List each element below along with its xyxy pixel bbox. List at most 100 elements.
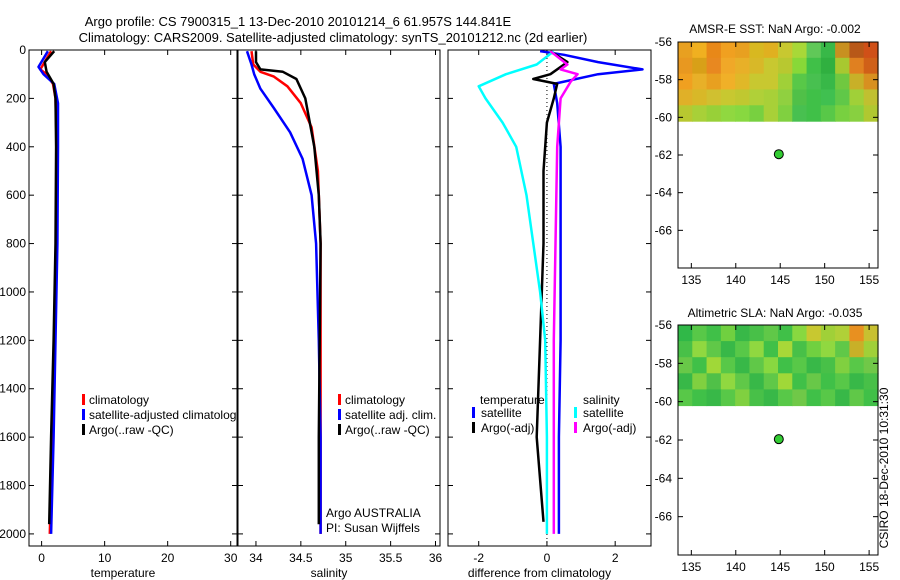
heatmap-cell xyxy=(678,389,693,407)
x-tick-label: 10 xyxy=(98,551,112,565)
heatmap-cell xyxy=(720,357,736,374)
heatmap-cell xyxy=(706,42,722,59)
heatmap-cell xyxy=(820,341,836,358)
heatmap-cell xyxy=(778,89,793,106)
heatmap-cell xyxy=(720,73,736,91)
heatmap-cell xyxy=(735,341,751,358)
heatmap-cell xyxy=(849,341,865,358)
x-axis-label: temperature xyxy=(91,566,156,580)
series-line xyxy=(532,50,569,522)
heatmap-cell xyxy=(678,89,693,106)
heatmap-cell xyxy=(720,89,736,106)
heatmap-cell xyxy=(792,105,808,122)
heatmap-cell xyxy=(863,341,879,358)
heatmap-cell xyxy=(720,389,736,407)
heatmap-cell xyxy=(835,42,851,59)
heatmap-cell xyxy=(763,73,779,91)
heatmap-cell xyxy=(678,57,693,75)
heatmap-cell xyxy=(820,373,836,390)
heatmap-cell xyxy=(806,389,822,407)
heatmap-cell xyxy=(778,373,793,390)
salinity-panel: 34 34.5 35 35.5 36 salinity climatologysatelli… xyxy=(237,49,443,580)
legend-label: Argo(-adj) xyxy=(583,421,636,435)
heatmap-cell xyxy=(792,341,808,358)
x-tick-label: 140 xyxy=(726,560,746,574)
heatmap-cell xyxy=(735,357,751,374)
heatmap xyxy=(678,325,879,407)
heatmap-cell xyxy=(849,57,865,75)
heatmap-cell xyxy=(763,57,779,75)
y-tick-label: 1600 xyxy=(0,430,26,444)
y-tick-label: 600 xyxy=(6,188,26,202)
legend-swatch xyxy=(338,409,341,420)
legend-label: Argo(-adj) xyxy=(481,421,534,435)
y-tick-label: -60 xyxy=(655,395,673,409)
heatmap-cell xyxy=(849,357,865,374)
heatmap-cell xyxy=(806,325,822,342)
heatmap-cell xyxy=(778,389,793,407)
x-tick-label: 140 xyxy=(726,273,746,287)
heatmap-cell xyxy=(692,89,708,106)
x-tick-label: 155 xyxy=(859,273,879,287)
y-tick-label: -58 xyxy=(655,73,673,87)
legend-label: satellite adj. clim. xyxy=(345,408,436,422)
y-tick-label: 0 xyxy=(19,43,26,57)
heatmap xyxy=(678,42,879,122)
heatmap-cell xyxy=(706,73,722,91)
heatmap-cell xyxy=(863,325,879,342)
heatmap-cell xyxy=(820,357,836,374)
heatmap-cell xyxy=(749,325,765,342)
series-line xyxy=(549,50,579,534)
y-tick-label: 1000 xyxy=(0,285,26,299)
series-group xyxy=(477,50,644,534)
heatmap-cell xyxy=(835,73,851,91)
heatmap-cell xyxy=(806,89,822,106)
argo-position-marker xyxy=(773,149,784,160)
legend-label: satellite xyxy=(481,406,522,420)
legend-swatch xyxy=(338,394,341,405)
heatmap-cell xyxy=(692,42,708,59)
heatmap-cell xyxy=(806,73,822,91)
x-axis-label: salinity xyxy=(311,566,348,580)
x-tick-label: 34 xyxy=(249,551,263,565)
y-tick-label: 2000 xyxy=(0,527,26,541)
heatmap-cell xyxy=(749,57,765,75)
y-tick-label: -62 xyxy=(655,148,673,162)
x-tick-label: 35 xyxy=(339,551,353,565)
heatmap-cell xyxy=(678,325,693,342)
heatmap-cell xyxy=(720,325,736,342)
heatmap-cell xyxy=(820,325,836,342)
x-tick-label: -2 xyxy=(473,551,484,565)
heatmap-cell xyxy=(749,42,765,59)
x-tick-label: 150 xyxy=(815,273,835,287)
heatmap-cell xyxy=(792,389,808,407)
heatmap-cell xyxy=(849,73,865,91)
heatmap-cell xyxy=(863,105,879,122)
heatmap-cell xyxy=(735,373,751,390)
heatmap-cell xyxy=(763,105,779,122)
y-tick-label: 1400 xyxy=(0,382,26,396)
legend-heading: temperature xyxy=(480,393,545,407)
heatmap-cell xyxy=(806,42,822,59)
heatmap-cell xyxy=(835,357,851,374)
heatmap-cell xyxy=(706,57,722,75)
heatmap-cell xyxy=(849,373,865,390)
series-line xyxy=(254,51,322,525)
heatmap-cell xyxy=(692,105,708,122)
legend-swatch xyxy=(82,424,85,435)
heatmap-cell xyxy=(678,73,693,91)
credit-text: CSIRO 18-Dec-2010 10:31:30 xyxy=(877,387,891,548)
legend-swatch xyxy=(82,409,85,420)
heatmap-cell xyxy=(820,389,836,407)
x-tick-label: 34.5 xyxy=(289,551,313,565)
x-axis-label: difference from climatology xyxy=(468,566,611,580)
annotation-text: Argo AUSTRALIA xyxy=(326,506,421,520)
heatmap-cell xyxy=(706,105,722,122)
heatmap-cell xyxy=(678,341,693,358)
heatmap-cell xyxy=(692,57,708,75)
heatmap-cell xyxy=(835,105,851,122)
figure-title-line1: Argo profile: CS 7900315_1 13-Dec-2010 2… xyxy=(85,14,512,29)
heatmap-cell xyxy=(706,325,722,342)
y-tick-label: -64 xyxy=(655,471,673,485)
heatmap-cell xyxy=(792,42,808,59)
